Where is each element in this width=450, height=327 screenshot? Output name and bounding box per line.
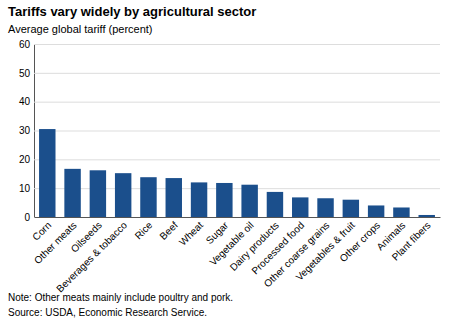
x-tick: Beverages & tobacco (54, 219, 129, 294)
y-tick: 40 (19, 96, 440, 107)
bars (39, 129, 435, 217)
bar (393, 207, 409, 217)
y-tick: 20 (19, 154, 440, 165)
grid-line (34, 217, 440, 218)
grid-line (34, 159, 440, 160)
bar (317, 198, 333, 217)
bar (166, 178, 182, 217)
x-tick-label: Plant fibers (390, 219, 433, 262)
x-tick: Rice (133, 219, 155, 241)
grid-line (34, 44, 440, 45)
bar (191, 182, 207, 217)
x-axis: CornOther meatsOilseedsBeverages & tobac… (30, 218, 440, 295)
x-axis-line (35, 217, 441, 218)
x-tick-label: Other crops (337, 219, 382, 264)
x-tick: Other crops (337, 219, 382, 264)
note: Note: Other meats mainly include poultry… (8, 292, 233, 303)
bar (241, 185, 257, 217)
plot: 0 10 20 30 40 50 60 CornOther meatsOilseedsBeve… (19, 39, 441, 295)
bar (64, 169, 80, 217)
bar (368, 205, 384, 217)
y-tick-label: 0 (24, 212, 30, 223)
y-axis-line (35, 45, 441, 218)
y-tick-label: 30 (19, 125, 31, 136)
source: Source: USDA, Economic Research Service. (8, 307, 207, 318)
grid-line (34, 102, 440, 103)
y-axis: 0 10 20 30 40 50 60 (19, 39, 440, 223)
bar (115, 173, 131, 217)
bar (90, 170, 106, 217)
y-tick-label: 40 (19, 96, 31, 107)
y-tick: 50 (19, 68, 440, 79)
bar (418, 215, 434, 217)
title: Tariffs vary widely by agricultural sect… (8, 4, 256, 19)
bar (292, 197, 308, 217)
x-tick: Plant fibers (390, 219, 433, 262)
y-tick-label: 50 (19, 68, 31, 79)
bar (140, 177, 156, 217)
y-tick: 60 (19, 39, 440, 50)
chart: Tariffs vary widely by agricultural sect… (0, 0, 450, 327)
x-tick: Beef (157, 219, 179, 241)
bar (343, 200, 359, 217)
x-tick: Wheat (177, 219, 205, 247)
bar (267, 192, 283, 217)
y-tick-label: 10 (19, 183, 31, 194)
x-tick-label: Wheat (177, 219, 205, 247)
grid-line (34, 131, 440, 132)
bar (216, 183, 232, 217)
y-axis-title: Average global tariff (percent) (8, 23, 153, 35)
y-tick: 30 (19, 125, 440, 136)
bar (39, 129, 55, 217)
grid-line (34, 73, 440, 74)
x-tick-label: Rice (133, 219, 155, 241)
y-tick-label: 60 (19, 39, 31, 50)
x-tick-label: Beverages & tobacco (54, 219, 129, 294)
y-tick-label: 20 (19, 154, 31, 165)
x-tick-label: Beef (157, 219, 179, 241)
